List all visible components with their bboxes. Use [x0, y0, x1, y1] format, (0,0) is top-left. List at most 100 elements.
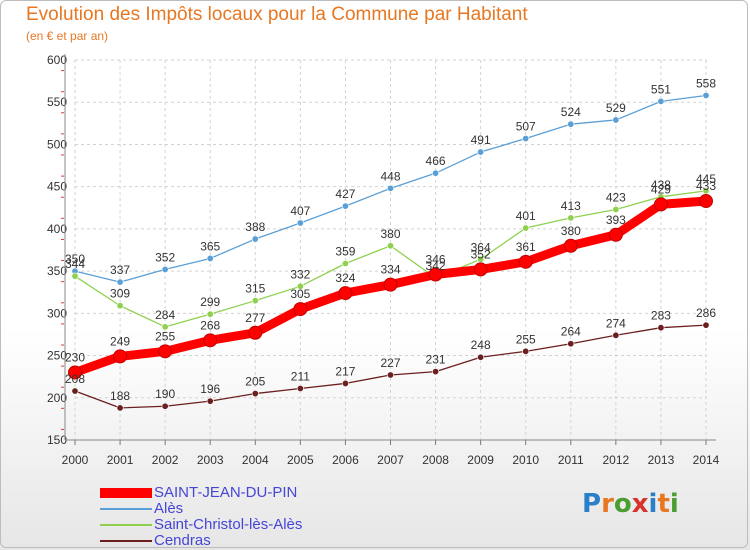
data-label: 551 [651, 82, 671, 96]
data-point [567, 340, 575, 348]
y-tick-label: 550 [47, 95, 67, 109]
data-label: 448 [380, 169, 400, 183]
data-point [161, 265, 169, 273]
data-point [522, 347, 530, 355]
data-point [653, 197, 668, 212]
data-point [206, 254, 214, 262]
data-label: 352 [471, 247, 491, 261]
x-tick-label: 2004 [242, 453, 269, 467]
data-label: 342 [426, 259, 446, 273]
data-point [113, 349, 128, 364]
data-point [522, 135, 530, 143]
legend-label: Alès [154, 500, 184, 517]
x-tick-label: 2005 [287, 453, 314, 467]
data-point [432, 368, 440, 376]
data-point [522, 224, 530, 232]
data-point [296, 384, 304, 392]
chart-subtitle: (en € et par an) [26, 29, 109, 43]
y-tick-label: 300 [47, 306, 67, 320]
data-label: 393 [606, 213, 626, 227]
data-label: 438 [651, 178, 671, 192]
data-label: 350 [65, 252, 85, 266]
x-tick-label: 2006 [332, 453, 359, 467]
data-point [116, 404, 124, 412]
data-label: 491 [471, 133, 491, 147]
chart-title: Evolution des Impôts locaux pour la Comm… [26, 4, 528, 25]
data-label: 230 [65, 350, 85, 364]
data-label: 227 [380, 356, 400, 370]
logo-letter: o [613, 489, 632, 519]
data-label: 558 [696, 76, 716, 90]
y-tick-label: 450 [47, 180, 67, 194]
legend-swatch [100, 488, 152, 498]
x-tick-label: 2013 [648, 453, 675, 467]
logo-letter: x [631, 489, 649, 519]
data-point [699, 194, 713, 209]
data-point [563, 238, 578, 253]
data-label: 359 [335, 245, 355, 259]
data-label: 344 [65, 257, 85, 271]
data-label: 305 [290, 287, 310, 301]
data-label: 445 [696, 172, 716, 186]
data-point [383, 277, 398, 292]
data-label: 277 [245, 311, 265, 325]
data-label: 524 [561, 105, 581, 119]
logo-letter: t [657, 489, 670, 519]
data-point [68, 365, 82, 380]
x-tick-label: 2000 [62, 453, 89, 467]
data-point [116, 302, 124, 310]
data-point [341, 260, 349, 268]
data-label: 205 [245, 375, 265, 389]
data-label: 401 [516, 209, 536, 223]
data-label: 255 [155, 329, 175, 343]
y-tick-label: 350 [47, 264, 67, 278]
logo-letter: P [582, 489, 602, 519]
data-point [657, 97, 665, 105]
x-tick-label: 2011 [558, 453, 584, 467]
data-point [71, 272, 79, 280]
data-label: 248 [471, 338, 491, 352]
data-label: 433 [696, 179, 716, 193]
logo-letter: r [601, 489, 614, 519]
data-label: 286 [696, 306, 716, 320]
legend-swatch [100, 524, 152, 526]
data-label: 361 [516, 240, 536, 254]
legend-label: SAINT-JEAN-DU-PIN [154, 484, 298, 501]
data-label: 332 [290, 267, 310, 281]
data-label: 466 [426, 154, 446, 168]
data-point [341, 379, 349, 387]
data-label: 337 [110, 263, 130, 277]
data-label: 407 [290, 204, 310, 218]
data-point [657, 324, 665, 332]
data-point [473, 262, 488, 277]
data-label: 507 [516, 120, 536, 134]
data-label: 364 [471, 240, 491, 254]
y-tick-label: 500 [47, 137, 67, 151]
data-label: 255 [516, 332, 536, 346]
x-tick-label: 2007 [377, 453, 404, 467]
data-point [158, 344, 173, 359]
data-point [161, 323, 169, 331]
data-label: 299 [200, 295, 220, 309]
data-label: 352 [155, 250, 175, 264]
data-point [296, 219, 304, 227]
data-point [161, 402, 169, 410]
data-point [477, 353, 485, 361]
data-label: 413 [561, 199, 581, 213]
data-point [386, 242, 394, 250]
data-point [248, 325, 263, 340]
data-label: 429 [651, 182, 671, 196]
data-label: 529 [606, 101, 626, 115]
x-tick-label: 2012 [603, 453, 630, 467]
data-label: 346 [426, 252, 446, 266]
data-point [386, 371, 394, 379]
y-tick-label: 150 [47, 433, 67, 447]
data-point [251, 297, 259, 305]
data-point [432, 169, 440, 177]
data-point [702, 91, 710, 99]
logo-letter: i [648, 489, 658, 519]
x-tick-label: 2009 [467, 453, 494, 467]
x-tick-label: 2010 [512, 453, 539, 467]
data-label: 380 [561, 224, 581, 238]
data-point [702, 321, 710, 329]
